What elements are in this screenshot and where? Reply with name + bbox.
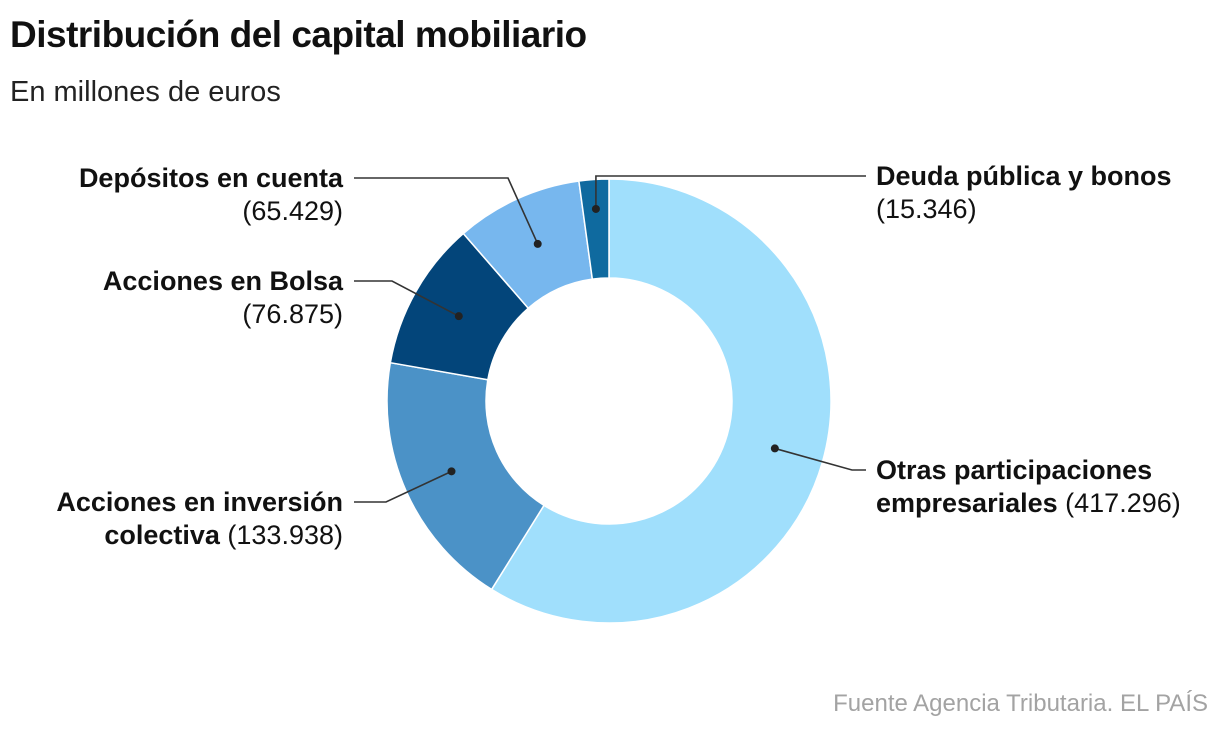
- label-deuda: Deuda pública y bonos (15.346): [876, 160, 1172, 226]
- label-inversion-name: Acciones en inversión: [56, 487, 343, 517]
- label-inversion-value: (133.938): [227, 520, 343, 550]
- leader-line-2: [354, 280, 460, 317]
- label-otras-value: (417.296): [1065, 488, 1181, 518]
- slice-4: [578, 178, 610, 280]
- slice-0: [490, 178, 832, 624]
- chart-subtitle: En millones de euros: [10, 76, 281, 108]
- donut-slices: [386, 178, 832, 624]
- label-depositos: Depósitos en cuenta (65.429): [79, 162, 343, 228]
- label-inversion: Acciones en inversión colectiva (133.938…: [56, 486, 343, 552]
- leader-dot-1: [447, 467, 456, 476]
- label-bolsa-name: Acciones en Bolsa: [102, 266, 343, 296]
- leader-line-3: [354, 177, 539, 245]
- leader-dot-2: [454, 312, 463, 321]
- label-otras-name-2: empresariales: [876, 488, 1058, 518]
- label-otras-name: Otras participaciones: [876, 455, 1153, 485]
- slice-1: [386, 361, 545, 591]
- label-deuda-name: Deuda pública y bonos: [876, 161, 1172, 191]
- label-inversion-name-2: colectiva: [104, 520, 220, 550]
- chart-title: Distribución del capital mobiliario: [10, 14, 587, 55]
- label-depositos-value: (65.429): [242, 196, 343, 226]
- leader-line-1: [354, 470, 452, 503]
- source-note: Fuente Agencia Tributaria. EL PAÍS: [833, 690, 1208, 717]
- label-bolsa-value: (76.875): [242, 299, 343, 329]
- leader-dot-0: [770, 444, 779, 453]
- leader-dot-4: [591, 204, 600, 213]
- label-bolsa: Acciones en Bolsa (76.875): [103, 265, 343, 331]
- label-otras: Otras participaciones empresariales (417…: [876, 454, 1181, 520]
- label-depositos-name: Depósitos en cuenta: [78, 163, 343, 193]
- label-deuda-value: (15.346): [876, 194, 977, 224]
- leader-line-0: [774, 447, 866, 471]
- leader-dot-3: [533, 239, 542, 248]
- leader-lines: [354, 175, 866, 503]
- leader-line-4: [595, 175, 866, 209]
